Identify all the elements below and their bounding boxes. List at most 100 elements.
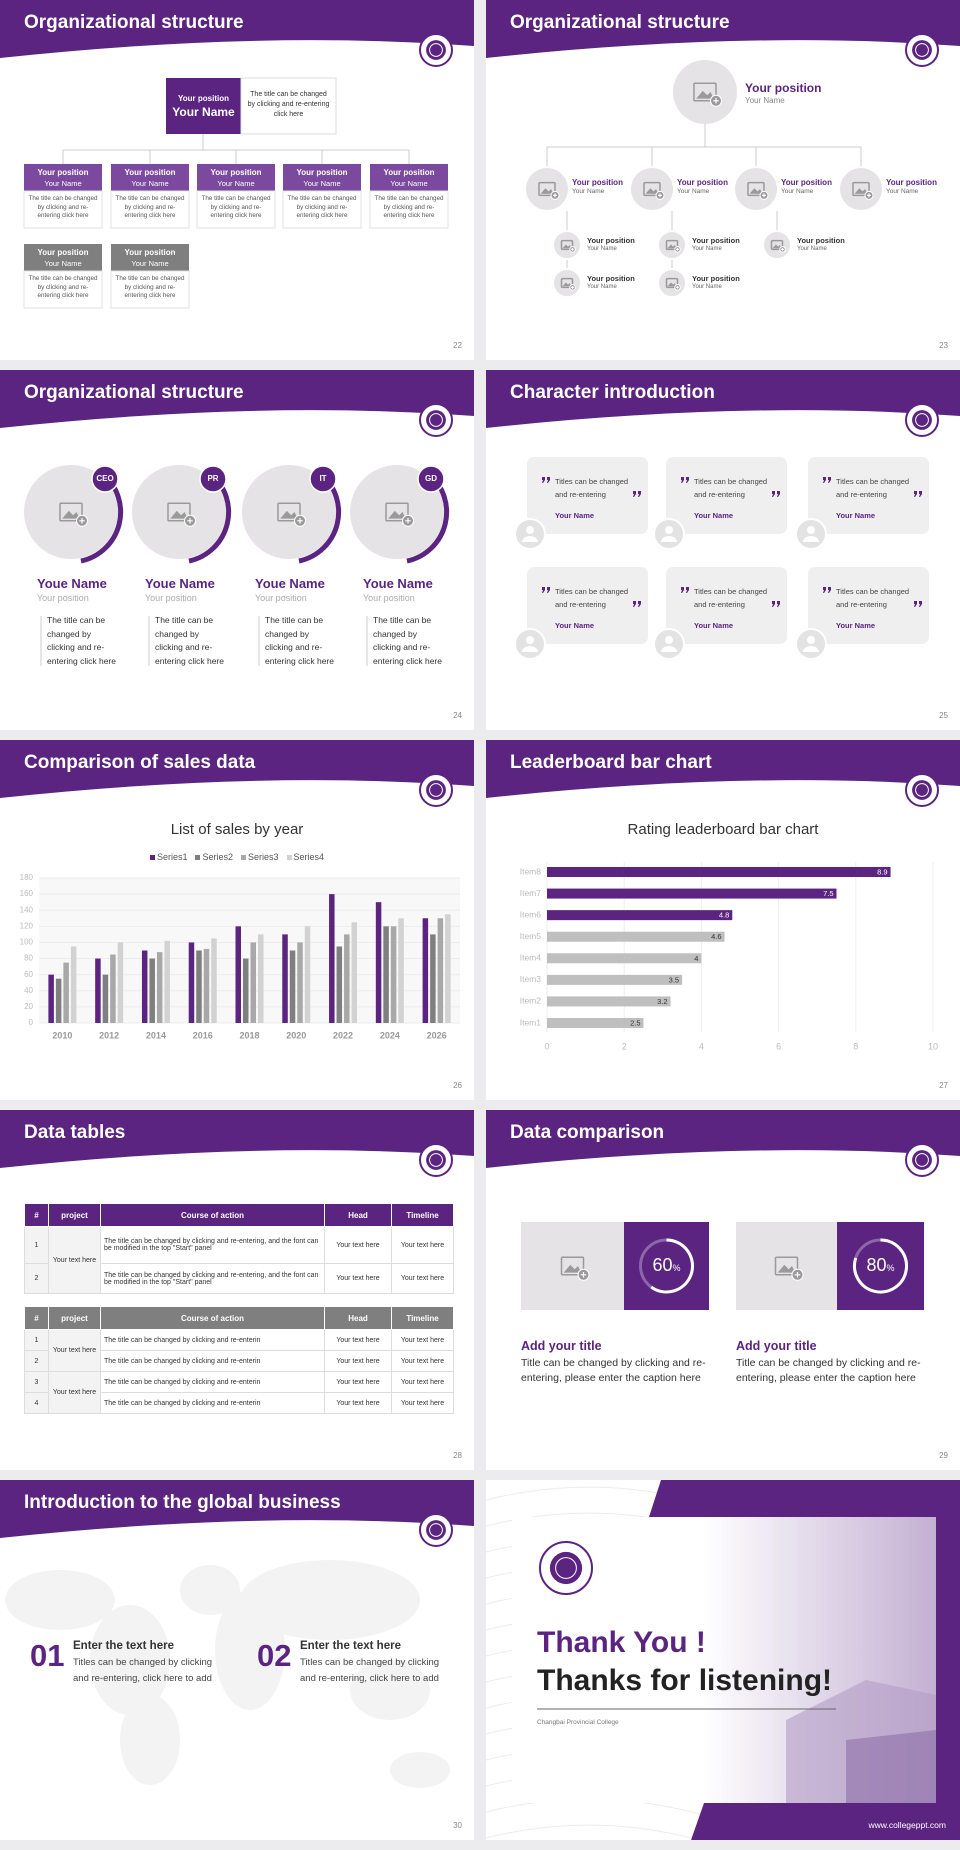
bar — [258, 934, 264, 1023]
header-band — [486, 0, 960, 58]
plot-background — [39, 878, 460, 1023]
header-cell: Timeline — [391, 1306, 454, 1330]
map-shape — [5, 1570, 115, 1630]
header-cell: Course of action — [100, 1203, 325, 1227]
item-title: Enter the text here — [73, 1640, 174, 1652]
avatar-body — [522, 536, 538, 542]
legend-item: Series2 — [195, 852, 233, 862]
bar — [297, 942, 303, 1023]
image-icon — [665, 277, 679, 289]
image-icon-plus-sign — [676, 286, 679, 289]
box-head — [111, 244, 189, 271]
value-label: 4.6 — [711, 932, 721, 941]
bar — [547, 974, 683, 985]
box-body — [110, 190, 190, 229]
position: Your position — [124, 168, 176, 177]
bar — [243, 958, 249, 1023]
image-icon-mountain — [749, 188, 763, 194]
position: Your position — [37, 593, 89, 603]
slide-graphics — [0, 1110, 474, 1177]
head-cell: Your text here — [324, 1350, 392, 1372]
project-cell: Your text here — [48, 1329, 101, 1372]
description: The title can be changed by clicking and… — [28, 275, 98, 299]
x-tick-label: 2026 — [427, 1030, 447, 1040]
description: The title can be changed by clicking and… — [28, 195, 98, 219]
image-icon-plus-sign — [571, 248, 574, 251]
item-title: Enter the text here — [300, 1640, 401, 1652]
image-icon — [385, 502, 409, 522]
box-head — [24, 244, 102, 271]
y-tick-label: Item6 — [520, 909, 542, 919]
x-tick-label: 0 — [544, 1041, 549, 1051]
logo-core — [426, 1150, 446, 1170]
image-icon-plus-sign — [580, 1272, 587, 1278]
legend-swatch — [286, 854, 292, 860]
box-head — [283, 164, 361, 191]
bar — [48, 974, 54, 1023]
y-tick-label: Item1 — [520, 1017, 542, 1027]
percent-unit: % — [672, 1263, 681, 1273]
legend-swatch — [149, 854, 155, 860]
avatar-head — [665, 526, 673, 534]
y-tick-label: 140 — [20, 905, 34, 914]
image-icon — [693, 82, 717, 102]
header-row: # project Course of action Head Timeline — [24, 1203, 454, 1227]
row-number: 1 — [24, 1226, 49, 1264]
box-head — [370, 164, 448, 191]
head-cell: Your text here — [324, 1226, 392, 1264]
avatar — [733, 166, 779, 212]
ring-arc — [853, 1238, 908, 1294]
bar — [351, 922, 358, 1023]
page-number: 27 — [939, 1081, 948, 1090]
legend-item: Series4 — [286, 852, 324, 862]
position: Your position — [363, 593, 415, 603]
card — [666, 457, 787, 534]
value-label: 3.2 — [657, 997, 667, 1006]
logo-core — [912, 780, 932, 800]
slide: Introduction to the global business 30 01 E… — [0, 1480, 474, 1840]
image-icon — [852, 181, 870, 197]
header-cell: project — [48, 1203, 101, 1227]
name: Youe Name — [145, 576, 215, 591]
position: Your position — [255, 593, 307, 603]
value-label: 4.8 — [719, 911, 729, 920]
slide-title: Data tables — [24, 1122, 126, 1143]
y-tick-label: Item3 — [520, 974, 542, 984]
card — [527, 567, 648, 644]
map-shape — [240, 1560, 420, 1640]
bar — [304, 926, 311, 1023]
bar — [390, 926, 397, 1023]
slide-graphics — [486, 370, 960, 660]
x-tick-label: 10 — [928, 1041, 938, 1051]
image-icon-plus-sign — [794, 1272, 801, 1278]
quote-text: Titles can be changed and re-entering — [836, 477, 910, 499]
stat-area — [624, 1222, 709, 1310]
name: Your Name — [44, 259, 82, 268]
contour-line — [486, 1824, 960, 1840]
slide-graphics — [486, 1480, 960, 1840]
bar — [547, 888, 837, 899]
header-band — [486, 1110, 960, 1168]
position: Your position — [383, 168, 435, 177]
map-shape — [350, 1660, 430, 1720]
image-icon-plus-sign — [713, 98, 719, 104]
position: Your position — [572, 178, 623, 187]
description: The title can be changed by clicking and… — [374, 195, 444, 219]
logo-core — [912, 410, 932, 430]
bar — [547, 996, 671, 1007]
name: Your Name — [217, 179, 255, 188]
name: Your Name — [572, 188, 605, 195]
image-icon — [770, 239, 784, 251]
name: Your Name — [692, 284, 722, 290]
box-head — [197, 164, 275, 191]
table-row: 4 The title can be changed by clicking an… — [24, 1392, 454, 1414]
quote-close — [633, 601, 641, 607]
position: Your position — [587, 236, 635, 245]
box-body — [196, 190, 276, 229]
slide: Thank You ! Thanks for listening! Changbai… — [486, 1480, 960, 1840]
image-icon-mountain — [563, 1264, 582, 1273]
bar — [383, 926, 389, 1023]
quote-text: Titles can be changed and re-entering — [836, 587, 910, 609]
bar — [70, 946, 77, 1023]
table-row: 1 Your text here The title can be changed … — [24, 1329, 454, 1372]
